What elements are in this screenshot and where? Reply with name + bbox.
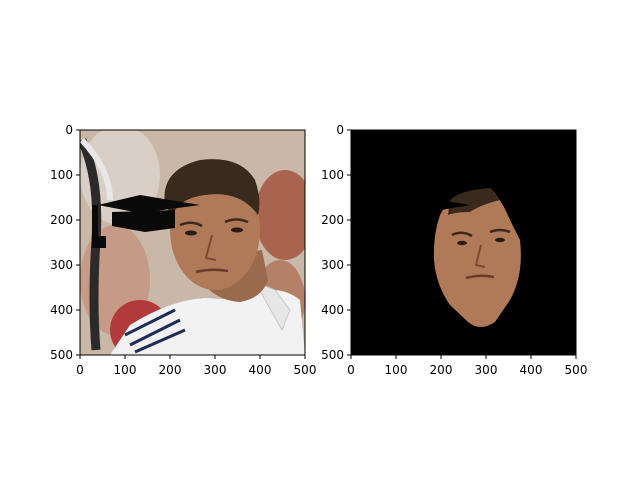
left-image-panel [80, 130, 305, 355]
x-tick-label: 200 [430, 363, 453, 377]
y-tick-label: 300 [50, 258, 73, 272]
masked-hair [448, 188, 500, 215]
masked-left-eyebrow [451, 231, 473, 238]
cap-cutout [441, 200, 470, 210]
graduation-cap-board [98, 195, 200, 213]
shirt-stripes [124, 308, 186, 354]
left-eyebrow [179, 221, 203, 228]
graduation-cap-band [112, 210, 175, 232]
y-tick-label: 500 [50, 348, 73, 362]
y-tick-label: 300 [321, 258, 344, 272]
x-tick-label: 0 [76, 363, 84, 377]
right-eyebrow [224, 218, 249, 224]
racket-strings [80, 137, 113, 201]
shirt-collar [253, 281, 291, 332]
masked-right-eyebrow [489, 228, 511, 234]
masked-mouth [465, 274, 495, 280]
x-tick-label: 0 [347, 363, 355, 377]
right-image-content [351, 130, 576, 355]
x-tick-label: 100 [114, 363, 137, 377]
y-tick-label: 200 [321, 213, 344, 227]
y-tick-label: 200 [50, 213, 73, 227]
masked-nose [474, 244, 486, 268]
face [170, 170, 260, 290]
y-tick-label: 100 [321, 168, 344, 182]
x-tick-label: 200 [159, 363, 182, 377]
y-tick-label: 100 [50, 168, 73, 182]
right-image-panel [351, 130, 576, 355]
x-tick-label: 500 [294, 363, 317, 377]
right-axes-frame [350, 129, 577, 356]
y-tick-label: 500 [321, 348, 344, 362]
left-eye [185, 230, 197, 236]
y-tick-label: 0 [65, 123, 73, 137]
left-image-content [80, 130, 305, 355]
x-tick-label: 400 [520, 363, 543, 377]
hair [164, 159, 260, 215]
y-tick-label: 400 [321, 303, 344, 317]
y-tick-label: 400 [50, 303, 73, 317]
right-eye [231, 227, 243, 233]
x-tick-label: 300 [475, 363, 498, 377]
x-tick-label: 500 [565, 363, 588, 377]
nose [204, 234, 217, 261]
x-tick-label: 100 [385, 363, 408, 377]
graduation-cap-tassel [92, 205, 106, 248]
masked-left-eye [457, 240, 467, 246]
left-axes-frame [79, 129, 306, 356]
y-tick-label: 0 [336, 123, 344, 137]
x-tick-label: 300 [204, 363, 227, 377]
mouth [195, 268, 229, 274]
shirt [110, 290, 305, 355]
masked-right-eye [495, 237, 505, 243]
background-person [255, 170, 305, 260]
x-tick-label: 400 [249, 363, 272, 377]
